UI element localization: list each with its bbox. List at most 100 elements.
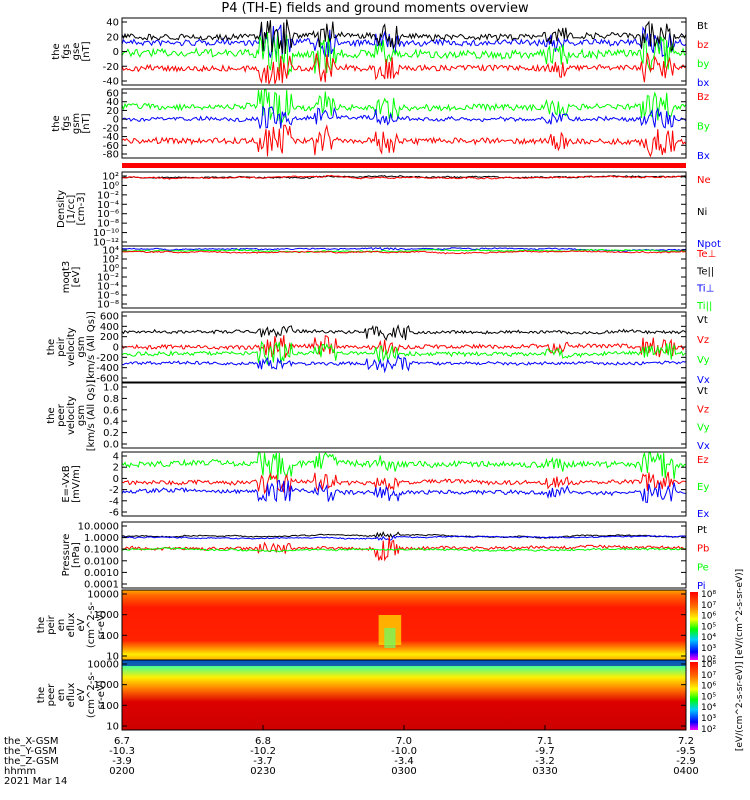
panel-frame [121, 451, 687, 517]
colorbar-tick-label: 10⁷ [701, 671, 716, 681]
legend-entry: Pb [697, 544, 709, 555]
y-axis-label: [km/s (All Qs)] [86, 380, 97, 452]
y-tick-label: -6 [109, 508, 119, 519]
colorbar-tick-label: 10⁵ [701, 622, 716, 632]
y-tick-label: 0.6 [103, 405, 119, 416]
y-axis-label: [cm-3] [76, 192, 87, 225]
y-axis-label: (cm^2-s- [86, 601, 97, 648]
y-axis-label: [eV] [71, 267, 82, 288]
y-tick-label: 10⁰ [102, 181, 119, 192]
x-tick-label: -3.4 [394, 756, 414, 767]
flag-bar [122, 163, 686, 168]
legend-entry: Vy [697, 423, 710, 434]
y-axis-label: Pressure [61, 534, 72, 577]
y-tick-label: 10⁰ [102, 264, 119, 275]
y-tick-label: 0 [113, 343, 119, 354]
colorbar-tick-label: 10³ [701, 714, 716, 724]
legend-entry: by [697, 59, 709, 70]
y-tick-label: 10⁻² [97, 190, 119, 201]
y-axis-label: peer [56, 403, 67, 427]
y-axis-label: gsm [76, 405, 87, 426]
legend-entry: Vy [697, 355, 710, 366]
y-axis-label: eV [76, 618, 87, 631]
vz-line [121, 335, 687, 358]
legend-entry: Pt [697, 525, 707, 536]
y-tick-label: 40 [106, 18, 119, 29]
y-tick-label: 1000 [94, 680, 119, 691]
legend-entry: Vt [697, 386, 708, 397]
x-tick-label: -3.7 [253, 756, 273, 767]
y-tick-label: -600 [96, 374, 119, 385]
y-axis-label: the [46, 407, 57, 423]
legend-entry: Vt [697, 315, 708, 326]
y-tick-label: 0 [113, 47, 119, 58]
colorbar-tick-label: 10⁴ [701, 633, 716, 643]
y-tick-label: 100 [100, 631, 119, 642]
x-row-label: the_Z-GSM [4, 756, 59, 767]
spectrogram-feature [384, 628, 396, 648]
y-tick-label: 10⁻² [97, 273, 119, 284]
y-axis-label: eflux [66, 683, 77, 708]
legend-entry: Bx [697, 151, 710, 162]
y-axis-label: gsm [76, 336, 87, 357]
panel-frame [121, 88, 687, 159]
vt-line [121, 323, 687, 341]
colorbar-electron [690, 662, 698, 730]
x-row-label: 2021 Mar 14 [4, 776, 67, 787]
legend-entry: Vz [697, 404, 709, 415]
legend-entry: Bz [697, 92, 709, 103]
legend-entry: Bt [697, 21, 708, 32]
y-axis-label: the [51, 43, 62, 59]
x-tick-label: 0230 [250, 766, 275, 777]
x-tick-label: 6.8 [255, 736, 271, 747]
legend-entry: Npot [697, 239, 721, 250]
colorbar-tick-label: 10⁴ [701, 703, 716, 713]
legend-entry: Ey [697, 482, 709, 493]
x-tick-label: 6.7 [114, 736, 130, 747]
x-row-label: the_X-GSM [4, 736, 58, 747]
y-tick-label: 0 [113, 474, 119, 485]
ti-par-line [121, 248, 687, 253]
y-axis-label: the [36, 687, 47, 703]
y-axis-label: moqt3 [61, 261, 72, 294]
y-tick-label: 0.1000 [84, 545, 119, 556]
legend-entry: Te⊥ [696, 249, 716, 260]
y-tick-label: 600 [100, 312, 119, 323]
bt-line [121, 19, 687, 54]
colorbar-tick-label: 10² [701, 725, 716, 735]
y-axis-label: fgs [61, 44, 72, 59]
x-tick-label: -3.2 [535, 756, 555, 767]
x-tick-label: 0300 [391, 766, 416, 777]
colorbar-tick-label: 10⁵ [701, 692, 716, 702]
x-tick-label: -2.9 [676, 756, 696, 767]
panel-frame [121, 521, 687, 589]
pi-line [121, 534, 687, 541]
x-tick-label: 0200 [109, 766, 134, 777]
y-axis-label: the [51, 115, 62, 131]
y-tick-label: 0.0100 [84, 556, 119, 567]
y-tick-label: 10² [102, 255, 119, 266]
x-row-label: hhmm [4, 766, 36, 777]
y-tick-label: -400 [96, 363, 119, 374]
y-axis-label: gsm [71, 113, 82, 134]
y-tick-label: -20 [103, 62, 119, 73]
panel-frame [121, 245, 687, 309]
y-tick-label: 0.4 [103, 417, 119, 428]
legend-entry: Ex [697, 509, 709, 520]
vx-line [121, 353, 687, 374]
y-tick-label: 1.0000 [84, 533, 119, 544]
pb-line [121, 536, 687, 562]
x-tick-label: 0330 [532, 766, 557, 777]
y-axis-label: peir [56, 336, 67, 356]
y-tick-label: 20 [106, 106, 119, 117]
y-axis-label: eV [76, 688, 87, 701]
legend-entry: Vx [697, 375, 710, 386]
y-tick-label: 10 [106, 652, 119, 663]
y-axis-label: [km/s (All Qs)] [86, 311, 97, 383]
y-axis-label: fgs [61, 116, 72, 131]
ne-line [121, 174, 687, 180]
y-tick-label: 1000 [94, 610, 119, 621]
y-tick-label: 10.0000 [78, 522, 119, 533]
y-tick-label: 10² [102, 172, 119, 183]
x-tick-label: 7.1 [537, 736, 553, 747]
